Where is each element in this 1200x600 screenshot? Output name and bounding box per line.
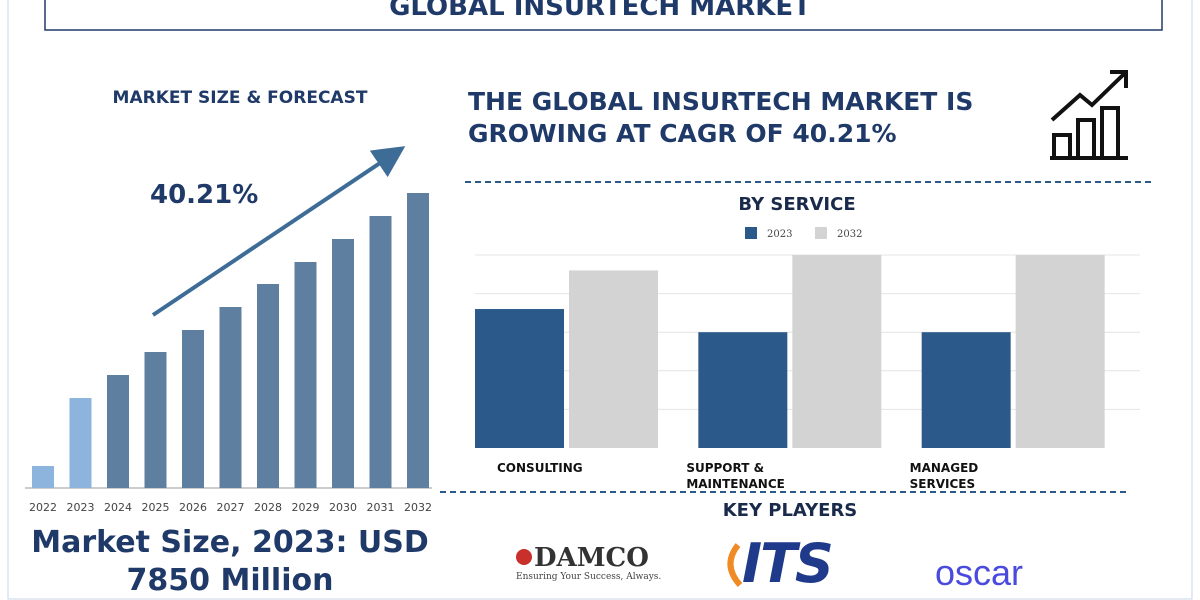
bar [569, 270, 658, 448]
logo-oscar: oscar [935, 552, 1024, 593]
x-tick-label: 2030 [329, 501, 357, 514]
frame [7, 0, 1193, 600]
bar [1015, 255, 1105, 448]
its-swoosh [727, 543, 743, 588]
legend-swatch [815, 227, 827, 239]
bar [369, 216, 392, 488]
bar [475, 309, 564, 448]
damco-icon [516, 549, 532, 565]
chart-title: MARKET SIZE & FORECAST [112, 88, 368, 108]
bar [257, 284, 279, 488]
x-tick-label: 2032 [404, 501, 432, 514]
logo-tagline: Ensuring Your Success, Always. [516, 572, 662, 582]
x-tick-label: 2027 [217, 501, 245, 514]
growth-icon [1050, 70, 1128, 160]
x-tick-label: 2025 [142, 501, 170, 514]
x-tick-label: 2026 [179, 501, 207, 514]
bar [407, 193, 429, 488]
bar [107, 375, 129, 488]
section-title: KEY PLAYERS [722, 500, 858, 521]
headline: THE GLOBAL INSURTECH MARKET IS GROWING A… [468, 87, 974, 148]
bar [332, 239, 354, 488]
bar [69, 398, 92, 488]
x-tick-label: 2024 [104, 501, 132, 514]
chart-title: BY SERVICE [738, 194, 856, 215]
x-tick-label: 2022 [29, 501, 57, 514]
growth-arrow [151, 146, 406, 317]
bar [698, 332, 788, 448]
x-tick-label: 2023 [67, 501, 95, 514]
logo-its: ITS [742, 532, 834, 595]
legend-swatch [745, 227, 757, 239]
x-tick-label: 2031 [367, 501, 395, 514]
x-tick-label: CONSULTING [497, 461, 583, 475]
bar [792, 255, 882, 448]
x-tick-label: SUPPORT & MAINTENANCE [686, 461, 785, 491]
bar [294, 262, 317, 488]
bar [921, 332, 1011, 448]
bar [144, 352, 167, 488]
bar [32, 466, 54, 488]
legend-label: 2023 [767, 229, 792, 240]
annotation: 40.21% [150, 180, 259, 210]
bar [219, 307, 242, 488]
title-box [44, 0, 1163, 31]
x-tick-label: 2028 [254, 501, 282, 514]
x-tick-label: MANAGED SERVICES [909, 461, 979, 491]
x-tick-label: 2029 [292, 501, 320, 514]
market-size: Market Size, 2023: USD 7850 Million [31, 525, 429, 598]
legend-label: 2032 [837, 229, 862, 240]
page-title: GLOBAL INSURTECH MARKET [389, 0, 811, 22]
logo-damco: DAMCO [534, 543, 649, 573]
bar [182, 330, 204, 488]
